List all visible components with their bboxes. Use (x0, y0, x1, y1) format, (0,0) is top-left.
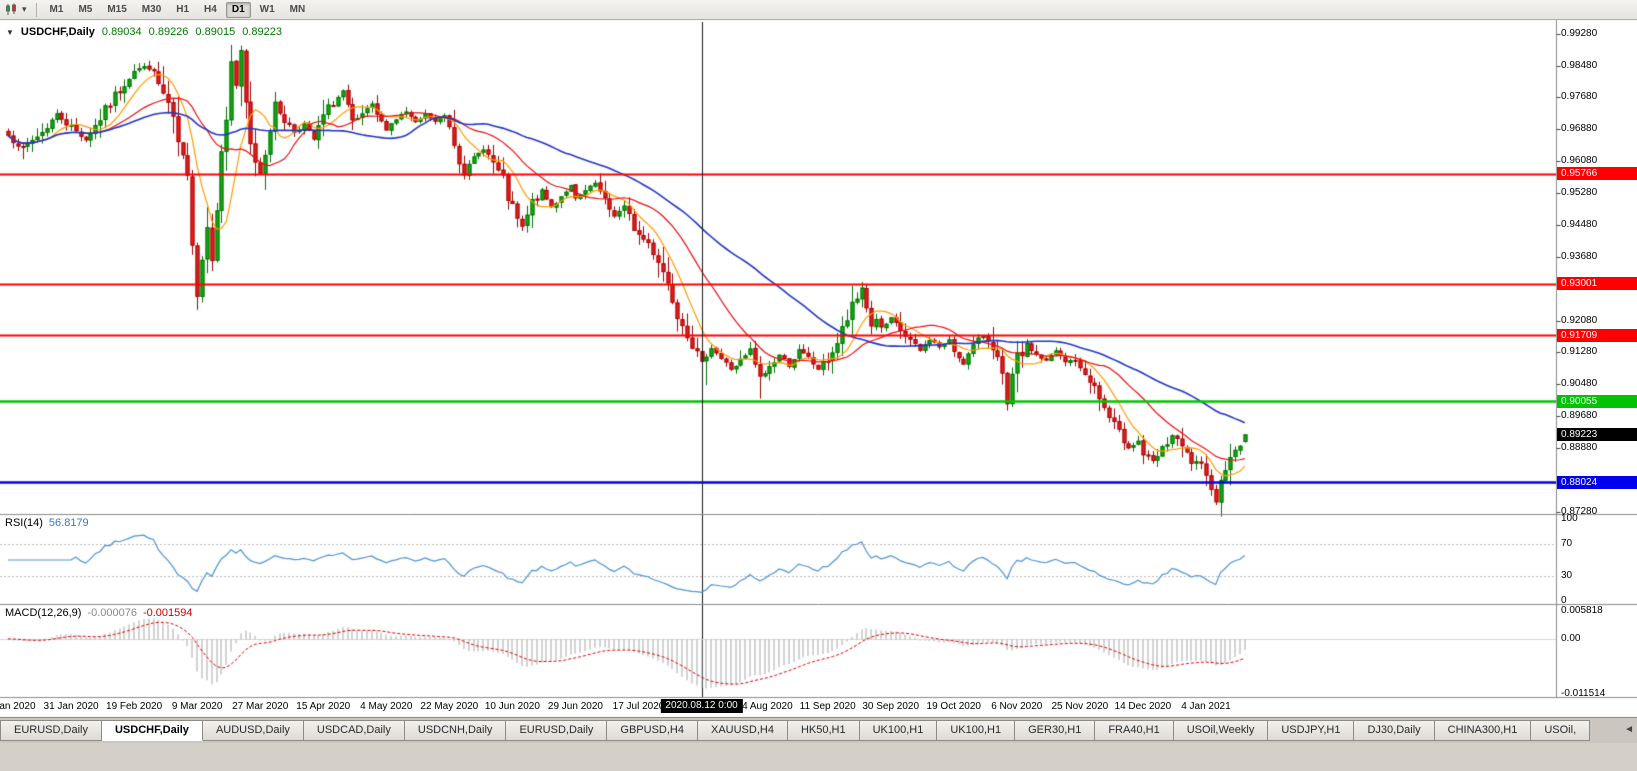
chart-tab-usoil[interactable]: USOil, (1531, 720, 1591, 741)
chart-tab-gbpusd-h4[interactable]: GBPUSD,H4 (607, 720, 698, 741)
chart-tab-usoil-weekly[interactable]: USOil,Weekly (1173, 720, 1269, 741)
chart-tab-uk100-h1[interactable]: UK100,H1 (937, 720, 1016, 741)
chart-tab-usdcad-daily[interactable]: USDCAD,Daily (303, 720, 405, 741)
timeframe-button-m1[interactable]: M1 (49, 3, 64, 15)
timeframe-button-mn[interactable]: MN (289, 3, 306, 15)
candlestick-chart-icon[interactable] (4, 3, 20, 17)
chart-tab-ger30-h1[interactable]: GER30,H1 (1015, 720, 1096, 741)
top-toolbar: ▾ M1 M5 M15 M30 H1 H4 D1 W1 MN (0, 0, 1637, 20)
chart-tab-hk50-h1[interactable]: HK50,H1 (787, 720, 860, 741)
chart-tab-china300-h1[interactable]: CHINA300,H1 (1434, 720, 1532, 741)
symbol-tab-bar: EURUSD,Daily USDCHF,Daily AUDUSD,Daily USDC… (0, 717, 1637, 743)
chart-tab-usdcnh-daily[interactable]: USDCNH,Daily (404, 720, 507, 741)
timeframe-button-m15[interactable]: M15 (107, 3, 127, 15)
chart-tab-usdjpy-h1[interactable]: USDJPY,H1 (1268, 720, 1355, 741)
chart-tab-usdchf-daily[interactable]: USDCHF,Daily (101, 720, 203, 741)
timeframe-button-m30[interactable]: M30 (141, 3, 162, 15)
chart-tab-xauusd-h4[interactable]: XAUUSD,H4 (697, 720, 788, 741)
chart-tab-audusd-daily[interactable]: AUDUSD,Daily (202, 720, 304, 741)
chart-tab-fra40-h1[interactable]: FRA40,H1 (1095, 720, 1174, 741)
timeframe-button-m5[interactable]: M5 (78, 3, 93, 15)
chart-tab-eurusd-daily[interactable]: EURUSD,Daily (0, 720, 102, 741)
chart-tab-dj30-daily[interactable]: DJ30,Daily (1354, 720, 1435, 741)
chart-tab-eurusd-daily[interactable]: EURUSD,Daily (506, 720, 608, 741)
toolbar-separator (35, 2, 37, 17)
chart-type-dropdown-icon[interactable]: ▾ (22, 4, 27, 14)
timeframe-buttons: M1 M5 M15 M30 H1 H4 D1 W1 MN (44, 1, 312, 18)
timeframe-button-w1[interactable]: W1 (259, 3, 275, 15)
chart-tab-uk100-h1[interactable]: UK100,H1 (859, 720, 938, 741)
timeframe-button-h1[interactable]: H1 (176, 3, 190, 15)
timeframe-button-d1[interactable]: D1 (225, 1, 251, 18)
timeframe-button-h4[interactable]: H4 (204, 3, 217, 15)
tabs-scroll-left-icon[interactable]: ◄ (1624, 724, 1634, 735)
